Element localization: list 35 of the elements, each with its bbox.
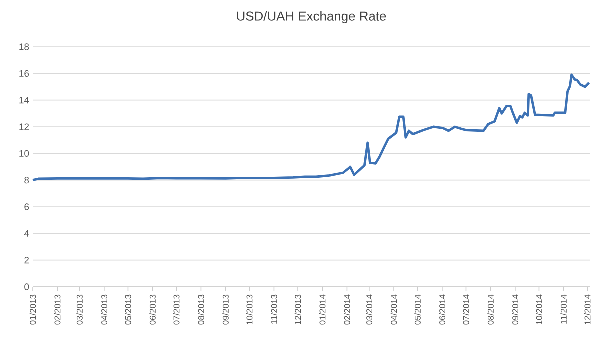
x-tick-label: 04/2014 (390, 294, 398, 325)
x-tick-label: 10/2014 (536, 294, 542, 324)
x-tick-label: 08/2013 (198, 294, 204, 325)
y-tick-label: 0 (24, 284, 30, 290)
x-tick-label: 05/2013 (125, 294, 132, 325)
x-tick-label: 01/2014 (320, 294, 326, 325)
x-tick-label: 06/2013 (150, 294, 156, 325)
x-tick-label: 02/2013 (54, 294, 61, 325)
x-tick-label: 07/2014 (463, 294, 470, 325)
x-tick-label: 12/2014 (584, 294, 591, 324)
y-tick-label: 14 (20, 97, 30, 104)
x-tick-label: 08/2014 (488, 294, 494, 325)
x-tick-label: 05/2014 (414, 294, 421, 325)
x-tick-label: 01/2013 (30, 294, 36, 325)
x-tick-label: 07/2013 (174, 294, 180, 325)
x-tick-label: 02/2014 (344, 294, 350, 325)
y-tick-label: 2 (24, 257, 30, 264)
x-tick-label: 09/2014 (512, 294, 519, 325)
x-tick-label: 12/2013 (294, 294, 302, 324)
y-tick-label: 6 (24, 204, 30, 210)
x-tick-label: 03/2013 (76, 294, 83, 325)
y-tick-label: 12 (20, 124, 30, 130)
x-tick-label: 06/2014 (439, 294, 446, 325)
x-tick-label: 11/2013 (271, 294, 278, 324)
y-tick-label: 16 (20, 70, 30, 78)
y-tick-label: 8 (24, 176, 30, 184)
x-tick-label: 04/2013 (101, 294, 108, 325)
chart-title: USD/UAH Exchange Rate (237, 11, 386, 24)
y-tick-label: 4 (24, 230, 30, 237)
x-tick-label: 03/2014 (366, 294, 373, 325)
y-tick-label: 10 (20, 150, 30, 158)
x-tick-label: 10/2013 (246, 294, 253, 324)
x-tick-label: 09/2013 (222, 294, 229, 325)
y-tick-label: 18 (20, 44, 30, 50)
x-tick-label: 11/2014 (560, 294, 567, 324)
